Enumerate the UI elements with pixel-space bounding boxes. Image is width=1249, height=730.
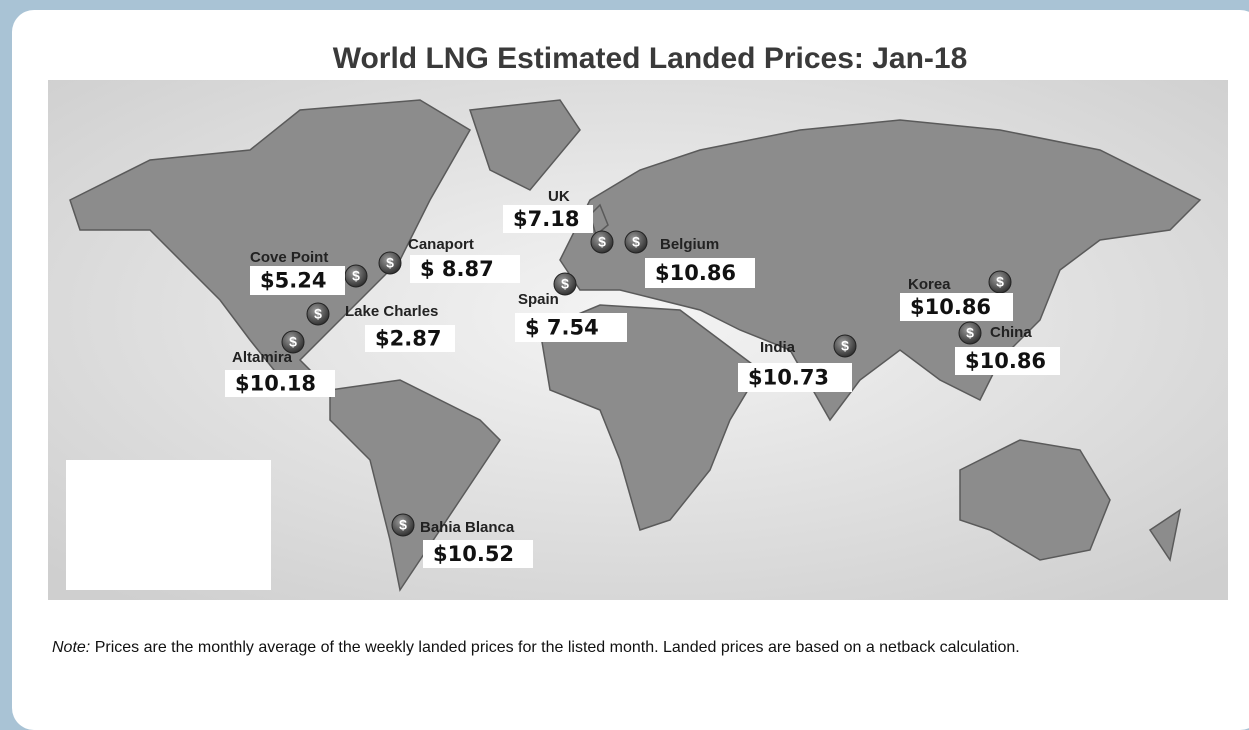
location-name: Spain <box>518 291 559 308</box>
price-icon-glyph: $ <box>598 234 606 250</box>
price-label: $10.86 <box>965 349 1046 373</box>
price-icon-glyph: $ <box>289 334 297 350</box>
price-box <box>225 370 335 397</box>
price-icon-glyph: $ <box>996 274 1004 290</box>
new-zealand <box>1148 508 1182 562</box>
south-america <box>329 379 501 592</box>
price-box <box>900 293 1013 321</box>
price-box <box>955 347 1060 375</box>
location-name: Altamira <box>232 349 293 366</box>
price-icon <box>553 272 577 296</box>
location-name: Bahia Blanca <box>420 519 515 536</box>
price-label: $10.86 <box>655 261 736 285</box>
price-box <box>250 266 345 295</box>
price-label: $2.87 <box>375 327 441 351</box>
price-box <box>503 205 593 233</box>
location-name: India <box>760 339 796 356</box>
price-icon <box>624 230 648 254</box>
price-icon <box>833 334 857 358</box>
australia <box>959 439 1111 561</box>
price-icon-glyph: $ <box>399 517 407 533</box>
price-icon-glyph: $ <box>561 276 569 292</box>
price-label: $ 8.87 <box>420 257 494 281</box>
price-label: $ 7.54 <box>525 316 599 340</box>
price-icon-glyph: $ <box>386 255 394 271</box>
note-text: Prices are the monthly average of the we… <box>94 639 1020 656</box>
price-icon <box>391 513 415 537</box>
price-box <box>365 325 455 352</box>
price-label: $10.18 <box>235 372 316 396</box>
price-label: $10.52 <box>433 542 514 566</box>
price-icon-glyph: $ <box>314 306 322 322</box>
note: Note: Prices are the monthly average of … <box>52 636 1172 660</box>
price-icon-glyph: $ <box>352 268 360 284</box>
price-box <box>738 363 852 392</box>
price-icon <box>590 230 614 254</box>
price-box <box>645 258 755 288</box>
title: World LNG Estimated Landed Prices: Jan-1… <box>333 42 968 75</box>
price-label: $10.86 <box>910 295 991 319</box>
price-icon-glyph: $ <box>632 234 640 250</box>
eurasia <box>559 119 1202 422</box>
britain <box>589 203 609 237</box>
price-label: $5.24 <box>260 269 326 293</box>
location-name: Belgium <box>660 236 719 253</box>
price-label: $7.18 <box>513 207 579 231</box>
location-name: Cove Point <box>250 249 328 266</box>
africa <box>539 304 761 531</box>
map: World LNG Estimated Landed Prices: Jan-1… <box>48 42 1228 600</box>
note-label: Note: <box>52 639 91 656</box>
price-label: $10.73 <box>748 366 829 390</box>
location-name: UK <box>548 188 570 205</box>
price-box <box>410 255 520 283</box>
price-icon <box>306 302 330 326</box>
price-icon <box>281 330 305 354</box>
price-box <box>515 313 627 342</box>
price-icon-glyph: $ <box>841 338 849 354</box>
location-name: Korea <box>908 276 951 293</box>
location-name: China <box>990 324 1032 341</box>
price-icon <box>378 251 402 275</box>
north-america <box>69 99 472 391</box>
location-name: Canaport <box>408 236 474 253</box>
greenland <box>468 99 581 191</box>
price-box <box>423 540 533 568</box>
blank-patch <box>66 460 271 590</box>
continents <box>69 99 1202 592</box>
location-name: Lake Charles <box>345 303 438 320</box>
price-icon <box>958 321 982 345</box>
page: World LNG Estimated Landed Prices: Jan-1… <box>12 10 1249 730</box>
price-icon-glyph: $ <box>966 325 974 341</box>
